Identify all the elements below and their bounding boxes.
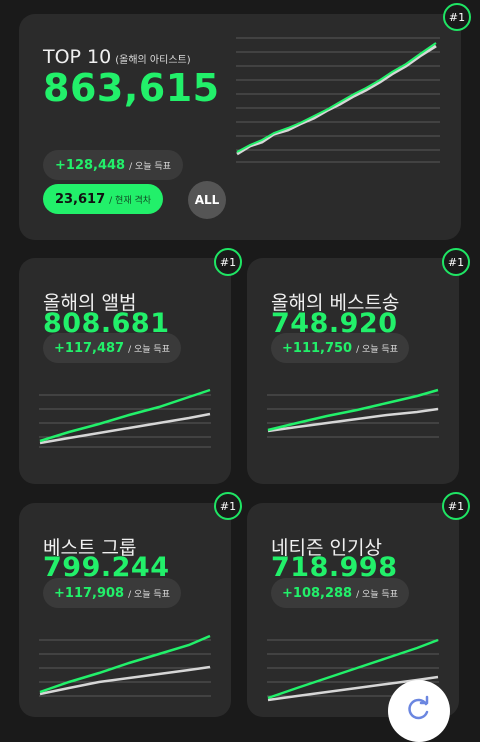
rank-badge: #1 <box>214 492 242 520</box>
top10-trend-chart <box>236 37 440 163</box>
rank-badge: #1 <box>442 248 470 276</box>
today-votes-label: / 오늘 득표 <box>129 161 171 172</box>
card-total-votes: 799.244 <box>43 552 170 583</box>
today-votes-value: +108,288 <box>282 585 353 601</box>
best-album-card[interactable] <box>19 258 231 484</box>
netizen-popularity-trend-chart <box>267 638 439 702</box>
today-votes-pill: +111,750/ 오늘 득표 <box>271 333 409 363</box>
card-title: 올해의 앨범 <box>43 292 137 314</box>
today-votes-pill: +108,288/ 오늘 득표 <box>271 578 409 608</box>
all-button[interactable]: ALL <box>188 181 226 219</box>
today-votes-value: +117,908 <box>54 585 125 601</box>
today-votes-value: +111,750 <box>282 340 353 356</box>
top10-title: TOP 10 (올해의 아티스트) <box>43 46 191 68</box>
today-votes-pill: +128,448/ 오늘 득표 <box>43 150 183 180</box>
best-song-trend-chart <box>267 388 439 438</box>
card-title: 베스트 그룹 <box>43 537 137 559</box>
today-votes-label: / 오늘 득표 <box>356 344 398 355</box>
current-gap-value: 23,617 <box>54 191 106 207</box>
best-group-card[interactable] <box>19 503 231 717</box>
today-votes-label: / 오늘 득표 <box>128 344 170 355</box>
rank-badge: #1 <box>214 248 242 276</box>
today-votes-label: / 오늘 득표 <box>128 589 170 600</box>
card-total-votes: 718.998 <box>271 552 398 583</box>
refresh-button[interactable] <box>388 680 450 742</box>
best-group-trend-chart <box>39 634 211 697</box>
rank-badge: #1 <box>443 3 471 31</box>
today-votes-value: +117,487 <box>54 340 125 356</box>
top10-total-votes: 863,615 <box>43 66 220 110</box>
refresh-icon <box>404 694 434 728</box>
today-votes-pill: +117,487/ 오늘 득표 <box>43 333 181 363</box>
top10-title-text: TOP 10 <box>43 46 112 68</box>
today-votes-pill: +117,908/ 오늘 득표 <box>43 578 181 608</box>
card-title: 올해의 베스트송 <box>271 292 400 314</box>
today-votes-value: +128,448 <box>55 157 126 173</box>
today-votes-label: / 오늘 득표 <box>356 589 398 600</box>
card-title: 네티즌 인기상 <box>271 537 382 559</box>
current-gap-label: / 현재 격차 <box>109 195 152 206</box>
current-gap-pill: 23,617/ 현재 격차 <box>43 184 163 214</box>
rank-badge: #1 <box>442 492 470 520</box>
best-album-trend-chart <box>39 388 211 448</box>
top10-subtitle: (올해의 아티스트) <box>115 55 191 66</box>
best-song-card[interactable] <box>247 258 459 484</box>
